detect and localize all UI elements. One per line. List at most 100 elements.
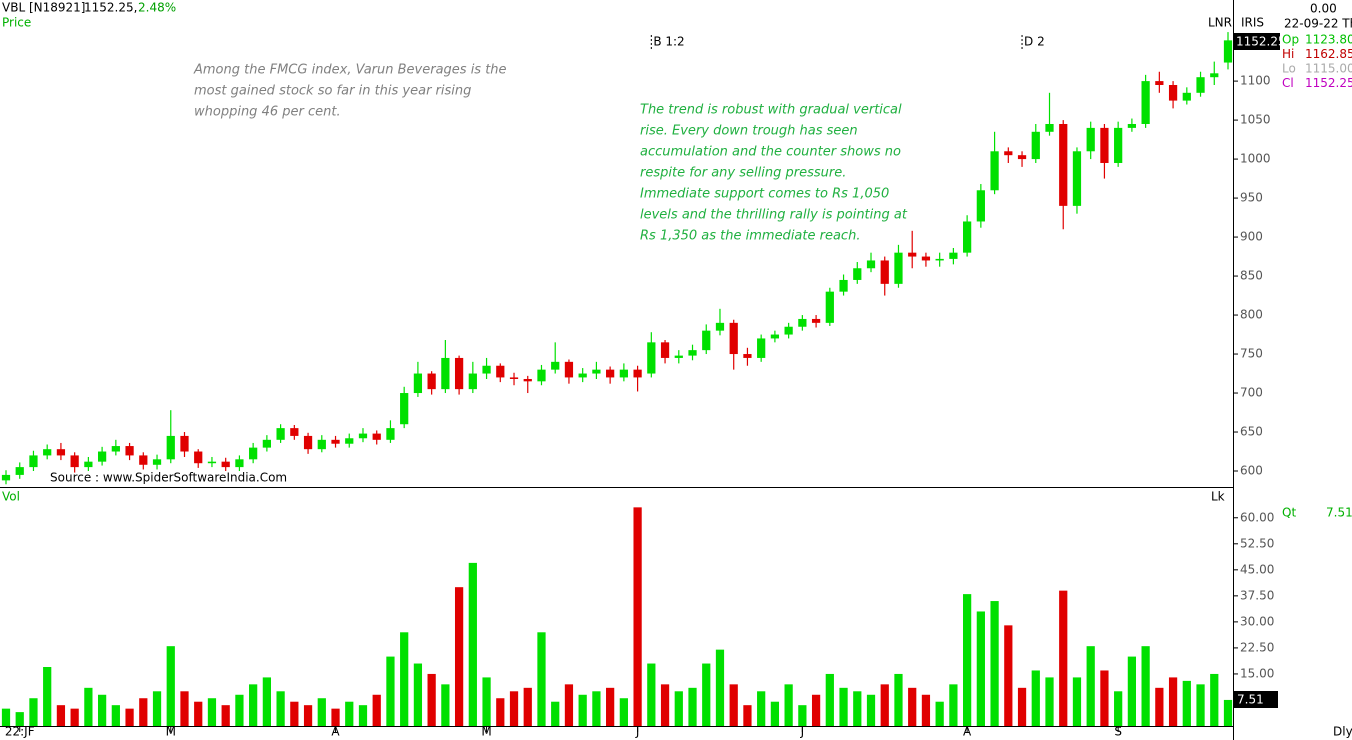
candle-body: [139, 455, 148, 465]
candle-body: [194, 451, 203, 464]
volume-bar: [784, 684, 793, 726]
price-tag: 1152.25: [1236, 35, 1286, 49]
annotation: whopping 46 per cent.: [194, 105, 341, 120]
interval: Dly: [1333, 725, 1352, 739]
candle-body: [537, 369, 546, 382]
candle-body: [1100, 127, 1109, 163]
candle-body: [592, 369, 601, 374]
candle-body: [770, 334, 780, 339]
volume-bar: [1059, 590, 1068, 726]
volume-bar: [935, 701, 944, 726]
candle-body: [345, 438, 354, 444]
candle-body: [798, 318, 807, 327]
candle-body: [1168, 85, 1178, 101]
volume-bar: [1210, 673, 1219, 726]
event-label: B 1:2: [653, 35, 684, 49]
volume-bar: [413, 663, 423, 726]
candle-body: [853, 268, 862, 280]
volume-bar: [853, 691, 862, 726]
volume-bar: [839, 687, 848, 726]
volume-bar: [1031, 670, 1040, 726]
volume-bar: [1182, 680, 1191, 726]
quote-label: Lo: [1282, 62, 1296, 76]
volume-bar: [866, 694, 876, 726]
x-tick-label: A: [963, 725, 972, 739]
candle-body: [990, 151, 999, 191]
volume-bar: [303, 705, 313, 726]
volume-bar: [468, 562, 477, 726]
annotation: levels and the thrilling rally is pointi…: [640, 208, 908, 223]
x-tick-label: A: [331, 725, 340, 739]
annotation: Rs 1,350 as the immediate reach.: [640, 229, 860, 244]
candle-body: [1004, 151, 1013, 156]
volume-bar: [84, 687, 93, 726]
volume-bar: [908, 687, 917, 726]
volume-bar: [317, 698, 326, 726]
volume-bar: [1196, 684, 1205, 726]
volume-bar: [97, 694, 107, 726]
candle-body: [125, 446, 134, 456]
candle-body: [358, 433, 368, 439]
volume-bar: [345, 701, 354, 726]
y-tick-label: 30.00: [1240, 614, 1274, 628]
volume-bar: [990, 601, 999, 726]
volume-bar: [1127, 656, 1137, 726]
candle-body: [496, 365, 505, 378]
volume-bar: [551, 701, 560, 726]
volume-bar: [798, 705, 807, 726]
candle-body: [454, 357, 464, 390]
volume-bar: [125, 708, 134, 726]
volume-bar: [331, 708, 340, 726]
volume-bar: [427, 673, 436, 726]
candle-body: [564, 361, 574, 378]
candle-body: [1072, 151, 1082, 206]
volume-bar: [770, 701, 780, 726]
volume-bar: [963, 594, 972, 726]
candle-body: [743, 354, 752, 358]
candle-body: [866, 260, 876, 269]
volume-bar: [647, 663, 656, 726]
y-tick-label: 700: [1240, 386, 1263, 400]
volume-bar: [235, 694, 244, 726]
volume-label: Vol: [2, 490, 20, 504]
candle-body: [1182, 92, 1191, 101]
y-tick-label: 1000: [1240, 152, 1271, 166]
volume-bar: [152, 691, 162, 726]
qt-label: Qt: [1282, 506, 1296, 520]
volume-bar: [606, 687, 615, 726]
lnr: LNR: [1208, 16, 1232, 30]
candle-body: [811, 318, 821, 323]
candle-body: [1127, 123, 1137, 128]
y-tick-label: 750: [1240, 347, 1263, 361]
volume-bar: [400, 632, 409, 726]
volume-bar: [578, 694, 587, 726]
candle-body: [441, 357, 450, 390]
symbol: VBL [N18921]: [2, 1, 85, 15]
candle-body: [221, 461, 230, 468]
event-label: D 2: [1024, 35, 1045, 49]
candle-body: [1059, 123, 1068, 206]
candle-body: [70, 455, 79, 468]
price-tag-bg: [1234, 33, 1280, 50]
candle-body: [949, 252, 958, 259]
annotation: Immediate support comes to Rs 1,050: [640, 187, 889, 202]
candle-body: [400, 393, 409, 425]
y-tick-label: 900: [1240, 230, 1263, 244]
quote-value: 1123.80: [1305, 33, 1352, 47]
y-tick-label: 600: [1240, 464, 1263, 478]
volume-bar: [29, 698, 38, 726]
volume-bar: [15, 712, 24, 726]
candle-body: [715, 322, 725, 331]
x-tick-label: M: [481, 725, 491, 739]
volume-bar: [1, 708, 11, 726]
quote-value: 1115.00: [1305, 62, 1352, 76]
candle-body: [290, 428, 299, 436]
volume-bar: [496, 698, 505, 726]
volume-bar: [633, 507, 642, 726]
quote-label: Cl: [1282, 76, 1294, 90]
y-tick-label: 950: [1240, 191, 1263, 205]
candle-body: [976, 190, 985, 222]
candle-body: [1114, 127, 1123, 163]
iris: IRIS: [1241, 16, 1264, 30]
candle-body: [29, 455, 38, 468]
